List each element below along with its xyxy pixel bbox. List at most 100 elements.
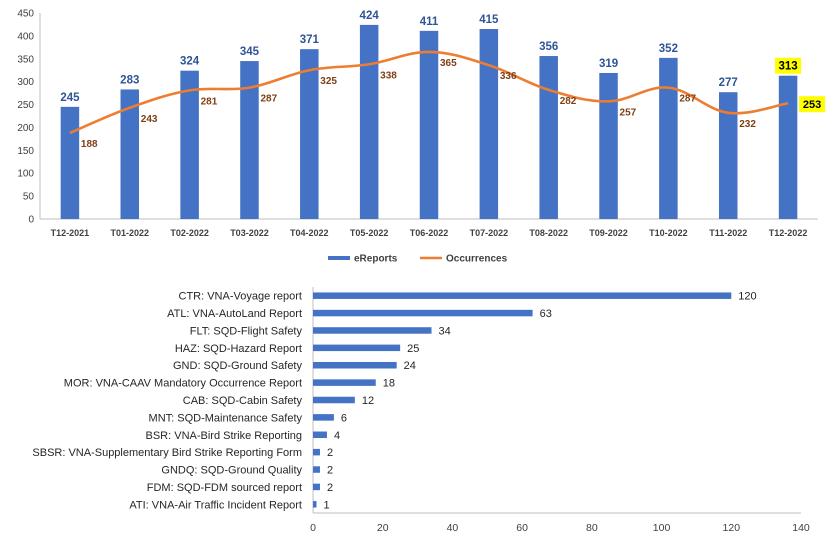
occurrences-data-label: 338 bbox=[380, 70, 397, 81]
y-tick-label: 200 bbox=[17, 123, 34, 134]
ereports-bar bbox=[718, 92, 738, 219]
report-bar bbox=[313, 483, 320, 491]
ereports-bar bbox=[300, 49, 319, 219]
ereports-bar bbox=[479, 29, 499, 220]
category-label: GNDQ: SQD-Ground Quality bbox=[161, 465, 302, 477]
ereports-bar bbox=[539, 56, 558, 219]
x-tick-label: T10-2022 bbox=[649, 228, 688, 238]
legend-label-occurrences: Occurrences bbox=[446, 254, 508, 265]
x-tick-label: 140 bbox=[792, 522, 810, 534]
report-bar bbox=[313, 466, 320, 473]
y-tick-label: 450 bbox=[17, 9, 34, 20]
category-label: MOR: VNA-CAAV Mandatory Occurrence Repor… bbox=[64, 378, 302, 390]
occurrences-data-label: 243 bbox=[141, 114, 158, 125]
category-label: GND: SQD-Ground Safety bbox=[173, 360, 302, 372]
category-label: ATI: VNA-Air Traffic Incident Report bbox=[129, 499, 302, 511]
bar-data-label: 25 bbox=[407, 343, 419, 355]
x-tick-label: 100 bbox=[653, 522, 671, 534]
ereports-data-label: 424 bbox=[360, 10, 380, 22]
occurrences-data-label: 325 bbox=[320, 76, 337, 87]
y-tick-label: 350 bbox=[17, 54, 34, 65]
x-tick-label: T03-2022 bbox=[230, 228, 269, 238]
bar-data-label: 120 bbox=[738, 291, 756, 303]
occurrences-data-label: 282 bbox=[560, 96, 577, 107]
bar-data-label: 63 bbox=[540, 308, 552, 320]
x-tick-label: T12-2021 bbox=[51, 228, 90, 238]
category-label: CTR: VNA-Voyage report bbox=[179, 291, 303, 303]
y-tick-label: 100 bbox=[17, 169, 34, 180]
highlight-box bbox=[775, 57, 802, 74]
occurrences-data-label: 257 bbox=[620, 107, 637, 118]
highlight-box bbox=[799, 96, 826, 113]
occurrences-data-label: 188 bbox=[81, 139, 98, 150]
ereports-data-label: 415 bbox=[479, 14, 499, 26]
ereports-bar bbox=[240, 61, 259, 219]
y-tick-label: 400 bbox=[17, 31, 34, 42]
report-bar bbox=[313, 361, 397, 369]
ereports-data-label: 352 bbox=[659, 43, 678, 55]
x-tick-label: 60 bbox=[516, 522, 528, 534]
ereports-data-label: 345 bbox=[240, 46, 260, 58]
x-tick-label: T09-2022 bbox=[589, 228, 628, 238]
report-bar bbox=[313, 414, 334, 421]
occurrences-data-label: 253 bbox=[803, 99, 821, 111]
bar-data-label: 2 bbox=[327, 482, 333, 494]
x-tick-label: T06-2022 bbox=[410, 228, 449, 238]
x-tick-label: T12-2022 bbox=[769, 228, 808, 238]
x-tick-label: 120 bbox=[723, 522, 741, 534]
ereports-data-label: 313 bbox=[778, 61, 797, 73]
ereports-data-label: 371 bbox=[300, 34, 320, 46]
bar-data-label: 6 bbox=[341, 412, 347, 424]
ereports-bar bbox=[60, 106, 80, 219]
ereports-data-label: 283 bbox=[120, 74, 139, 86]
report-bar bbox=[313, 292, 732, 299]
y-tick-label: 250 bbox=[17, 100, 34, 111]
y-tick-label: 0 bbox=[28, 215, 34, 226]
legend-label-ereports: eReports bbox=[354, 254, 398, 265]
report-bar bbox=[313, 396, 355, 404]
occurrences-data-label: 365 bbox=[440, 58, 457, 69]
category-label: MNT: SQD-Maintenance Safety bbox=[149, 412, 303, 424]
occurrences-data-label: 336 bbox=[500, 71, 517, 82]
bar-data-label: 2 bbox=[327, 447, 333, 459]
ereports-bar bbox=[120, 89, 140, 220]
x-tick-label: T04-2022 bbox=[290, 228, 329, 238]
x-tick-label: T02-2022 bbox=[170, 228, 209, 238]
x-tick-label: T05-2022 bbox=[350, 228, 389, 238]
ereports-data-label: 324 bbox=[180, 56, 200, 68]
occurrences-data-label: 287 bbox=[260, 94, 277, 105]
x-tick-label: 20 bbox=[377, 522, 389, 534]
report-bar bbox=[313, 501, 317, 508]
category-label: ATL: VNA-AutoLand Report bbox=[167, 308, 302, 320]
occurrences-line bbox=[69, 50, 789, 135]
ereports-data-label: 277 bbox=[719, 77, 738, 89]
y-tick-label: 50 bbox=[23, 192, 35, 203]
report-bar bbox=[313, 344, 401, 352]
occurrences-data-label: 287 bbox=[679, 94, 696, 105]
category-label: BSR: VNA-Bird Strike Reporting bbox=[146, 430, 303, 442]
category-label: CAB: SQD-Cabin Safety bbox=[183, 395, 303, 407]
ereports-data-label: 411 bbox=[420, 16, 439, 28]
ereports-bar bbox=[359, 24, 379, 219]
y-tick-label: 300 bbox=[17, 77, 34, 88]
bar-data-label: 34 bbox=[439, 325, 451, 337]
report-bar bbox=[313, 379, 376, 386]
ereports-bar bbox=[599, 72, 618, 219]
category-label: HAZ: SQD-Hazard Report bbox=[175, 343, 302, 355]
occurrences-data-label: 281 bbox=[201, 96, 218, 107]
report-bar bbox=[313, 327, 432, 334]
report-bar bbox=[313, 431, 327, 439]
ereports-bar bbox=[180, 70, 199, 220]
x-tick-label: T07-2022 bbox=[470, 228, 509, 238]
x-tick-label: T01-2022 bbox=[111, 228, 150, 238]
bar-data-label: 24 bbox=[404, 360, 416, 372]
ereports-bar bbox=[659, 57, 678, 220]
occurrences-data-label: 232 bbox=[739, 119, 756, 130]
ereports-bar bbox=[778, 75, 798, 220]
report-type-bar-chart: CTR: VNA-Voyage report ATL: VNA-AutoLand … bbox=[32, 287, 810, 534]
bar-data-label: 18 bbox=[383, 378, 395, 390]
x-tick-label: T11-2022 bbox=[709, 228, 747, 238]
ereports-bar bbox=[419, 30, 439, 219]
x-tick-label: 0 bbox=[310, 522, 316, 534]
bar-data-label: 2 bbox=[327, 465, 333, 477]
